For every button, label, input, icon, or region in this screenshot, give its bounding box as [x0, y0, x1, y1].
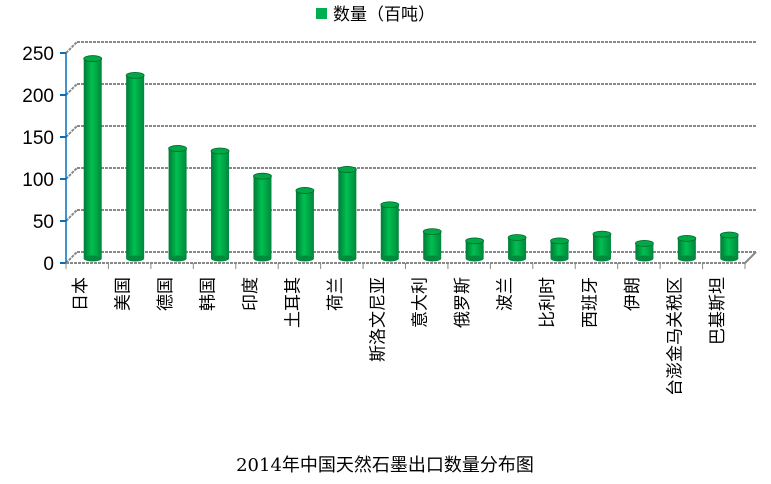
- bar-base: [508, 255, 527, 262]
- bar-top: [253, 172, 272, 180]
- bar-top: [465, 237, 485, 245]
- bar: [423, 231, 442, 259]
- bar-top: [422, 228, 442, 236]
- bar: [635, 243, 654, 259]
- bar-top: [337, 166, 357, 173]
- bar-top: [550, 237, 569, 245]
- x-category-label: 比利时: [538, 277, 558, 328]
- bar-top: [168, 145, 187, 152]
- bar-top: [635, 239, 654, 247]
- bar: [338, 169, 357, 259]
- chart-title: 2014年中国天然石墨出口数量分布图: [236, 455, 534, 476]
- y-tick-label: 200: [22, 86, 54, 107]
- bar-top: [507, 234, 527, 241]
- bar: [677, 238, 696, 259]
- bar-top: [719, 231, 739, 239]
- bar-base: [83, 255, 102, 262]
- bar-base: [168, 255, 187, 262]
- y-tick-label: 100: [22, 170, 54, 191]
- x-category-label: 美国: [114, 277, 134, 311]
- x-category-label: 斯洛文尼亚: [368, 277, 388, 362]
- x-category-label: 韩国: [199, 277, 219, 311]
- bar: [465, 240, 484, 259]
- bar: [508, 237, 527, 259]
- gridline-side: [65, 41, 78, 54]
- bar-top: [295, 187, 315, 194]
- x-category-label: 巴基斯坦: [708, 277, 728, 345]
- bar-top: [380, 201, 400, 209]
- bar-base: [635, 255, 654, 262]
- bar: [253, 176, 272, 259]
- bar: [211, 150, 230, 259]
- y-tick-label: 0: [43, 254, 54, 275]
- x-category-label: 台澎金马关税区: [665, 277, 685, 396]
- bar-base: [211, 255, 230, 262]
- bar: [550, 240, 569, 259]
- y-tick-label: 250: [22, 44, 54, 65]
- bar-base: [550, 255, 569, 262]
- x-category-label: 俄罗斯: [453, 277, 473, 328]
- bar: [592, 234, 611, 259]
- x-category-label: 土耳其: [283, 277, 303, 328]
- x-category-label: 印度: [241, 277, 261, 311]
- bar-base: [677, 255, 696, 262]
- floor-edge: [744, 251, 757, 264]
- bar-base: [126, 255, 145, 262]
- bar-base: [380, 255, 399, 262]
- bar-base: [253, 255, 272, 262]
- bar: [83, 58, 102, 259]
- legend-swatch: [316, 8, 327, 19]
- gridline-side: [65, 83, 78, 96]
- bar-base: [338, 255, 357, 262]
- x-category-label: 日本: [71, 277, 91, 311]
- x-category-label: 伊朗: [623, 277, 643, 311]
- bar: [126, 75, 145, 259]
- bar-base: [295, 255, 314, 262]
- legend-label: 数量（百吨）: [333, 5, 435, 25]
- bar-base: [592, 255, 611, 262]
- bar-base: [423, 255, 442, 262]
- gridline-side: [65, 251, 78, 264]
- y-tick-label: 50: [33, 212, 54, 233]
- bar: [720, 234, 739, 259]
- bar: [380, 204, 399, 259]
- bar-top: [125, 71, 145, 79]
- bar: [168, 148, 187, 259]
- gridline-side: [65, 209, 78, 222]
- x-category-label: 波兰: [496, 277, 516, 311]
- x-category-label: 西班牙: [580, 277, 600, 328]
- bar-top: [83, 55, 103, 62]
- gridline-side: [65, 125, 78, 138]
- bar: [295, 190, 314, 259]
- gridline-side: [65, 167, 78, 180]
- bar-top: [210, 147, 230, 155]
- bar-base: [465, 255, 484, 262]
- bar-top: [592, 230, 612, 238]
- bar-top: [677, 234, 697, 242]
- bar-base: [720, 255, 739, 262]
- x-category-label: 荷兰: [326, 277, 346, 311]
- x-category-label: 意大利: [411, 277, 431, 328]
- y-tick-label: 150: [22, 128, 54, 149]
- x-category-label: 德国: [156, 277, 176, 311]
